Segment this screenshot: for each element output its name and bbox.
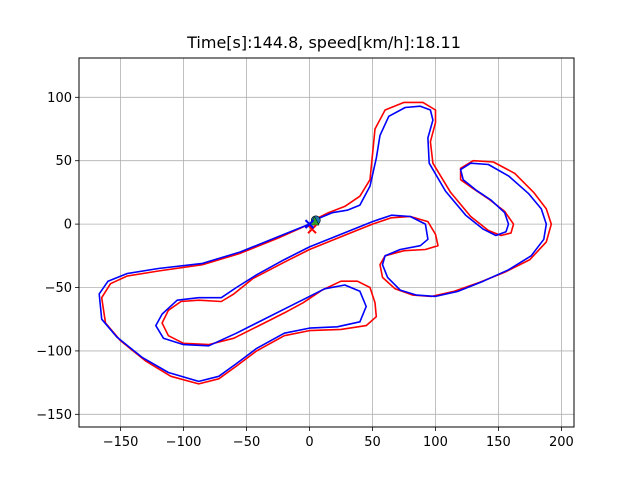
x-axis-ticks: −150 −100 −50 0 50 100 150 200 [103, 427, 574, 450]
y-tick-label: 50 [55, 154, 72, 169]
axes-frame [78, 57, 575, 428]
y-tick-label: 100 [47, 91, 72, 106]
x-tick-label: 0 [305, 435, 313, 450]
series-line-1 [100, 101, 553, 385]
x-tick-label: 100 [423, 435, 448, 450]
y-tick-label: −100 [36, 344, 72, 359]
x-marker [307, 224, 317, 234]
x-marker [304, 219, 315, 229]
x-tick-label: −50 [233, 435, 260, 450]
marker-layer [304, 215, 321, 234]
chart-title: Time[s]:144.8, speed[km/h]:18.11 [186, 33, 461, 52]
x-tick-label: 50 [364, 435, 381, 450]
y-tick-label: 0 [64, 218, 72, 233]
y-axis-ticks: −150 −100 −50 0 50 100 [36, 91, 79, 423]
x-tick-label: −150 [103, 435, 139, 450]
y-tick-label: −150 [36, 408, 72, 423]
x-tick-label: 150 [486, 435, 511, 450]
series-line-2 [98, 105, 548, 383]
x-tick-label: 200 [549, 435, 574, 450]
x-tick-label: −100 [166, 435, 202, 450]
series-layer [98, 101, 553, 385]
y-tick-label: −50 [45, 281, 72, 296]
